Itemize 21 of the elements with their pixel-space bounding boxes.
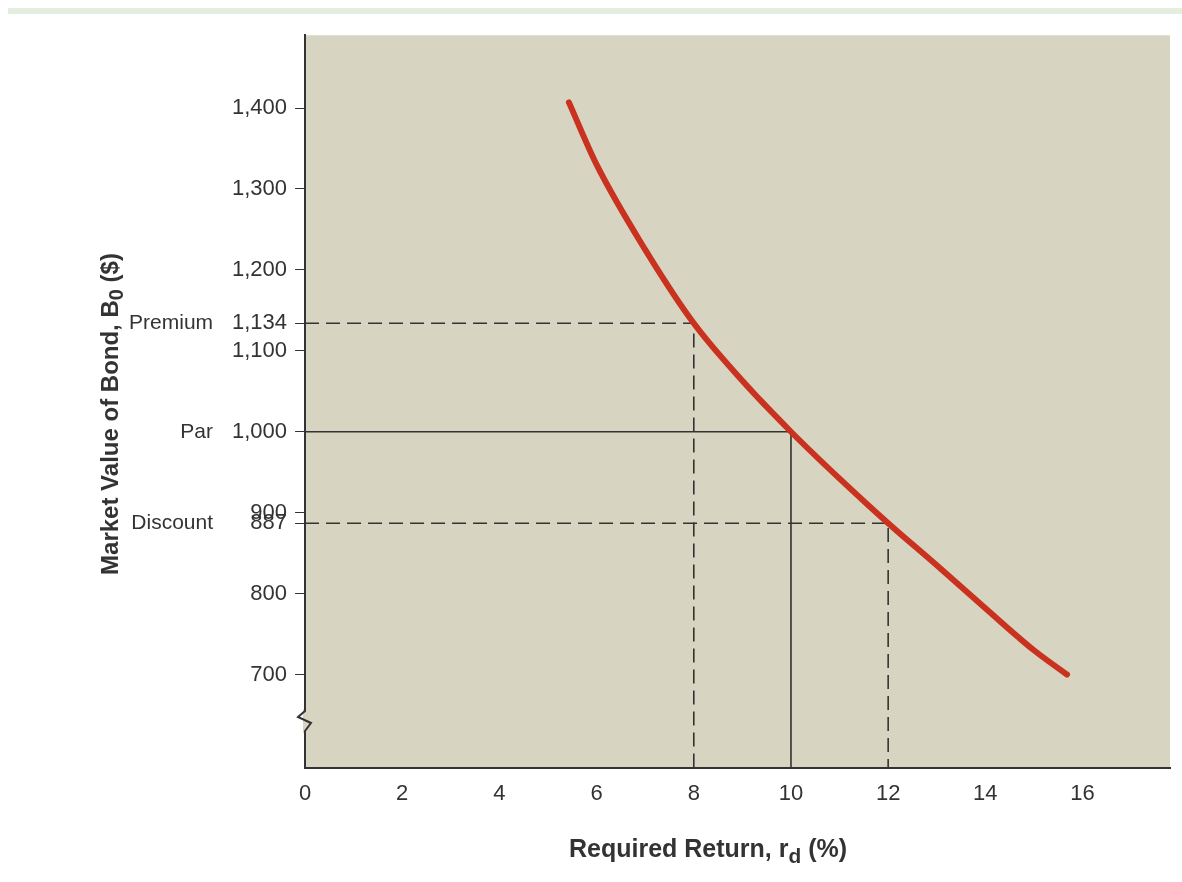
x-tick-label: 2 (396, 779, 409, 805)
text: Par (180, 418, 214, 442)
y-tick-label: 1,200 (231, 255, 288, 281)
y-tick-label: 1,100 (231, 336, 288, 362)
x-tick-label: 14 (973, 779, 998, 805)
x-tick-label: 10 (778, 779, 804, 805)
y-tick-label: 1,300 (231, 175, 288, 201)
text: Discount (131, 509, 214, 533)
text: Premium (129, 310, 214, 334)
x-tick-label: 8 (687, 779, 700, 805)
x-tick-label: 16 (1070, 779, 1095, 805)
x-tick-label: 4 (493, 779, 506, 805)
y-tick-label: 1,400 (231, 94, 288, 120)
x-tick-label: 12 (875, 779, 901, 805)
y-tick-label: 1,134 (231, 309, 288, 335)
x-tick-label: 0 (298, 779, 312, 805)
x-axis-title: Required Return, r$_{d}$ (%) (567, 834, 848, 868)
x-tick-label: 6 (590, 779, 603, 805)
y-tick-label: 700 (250, 660, 288, 686)
y-tick-label: 800 (250, 579, 288, 605)
y-tick-label: 1,000 (231, 417, 288, 443)
